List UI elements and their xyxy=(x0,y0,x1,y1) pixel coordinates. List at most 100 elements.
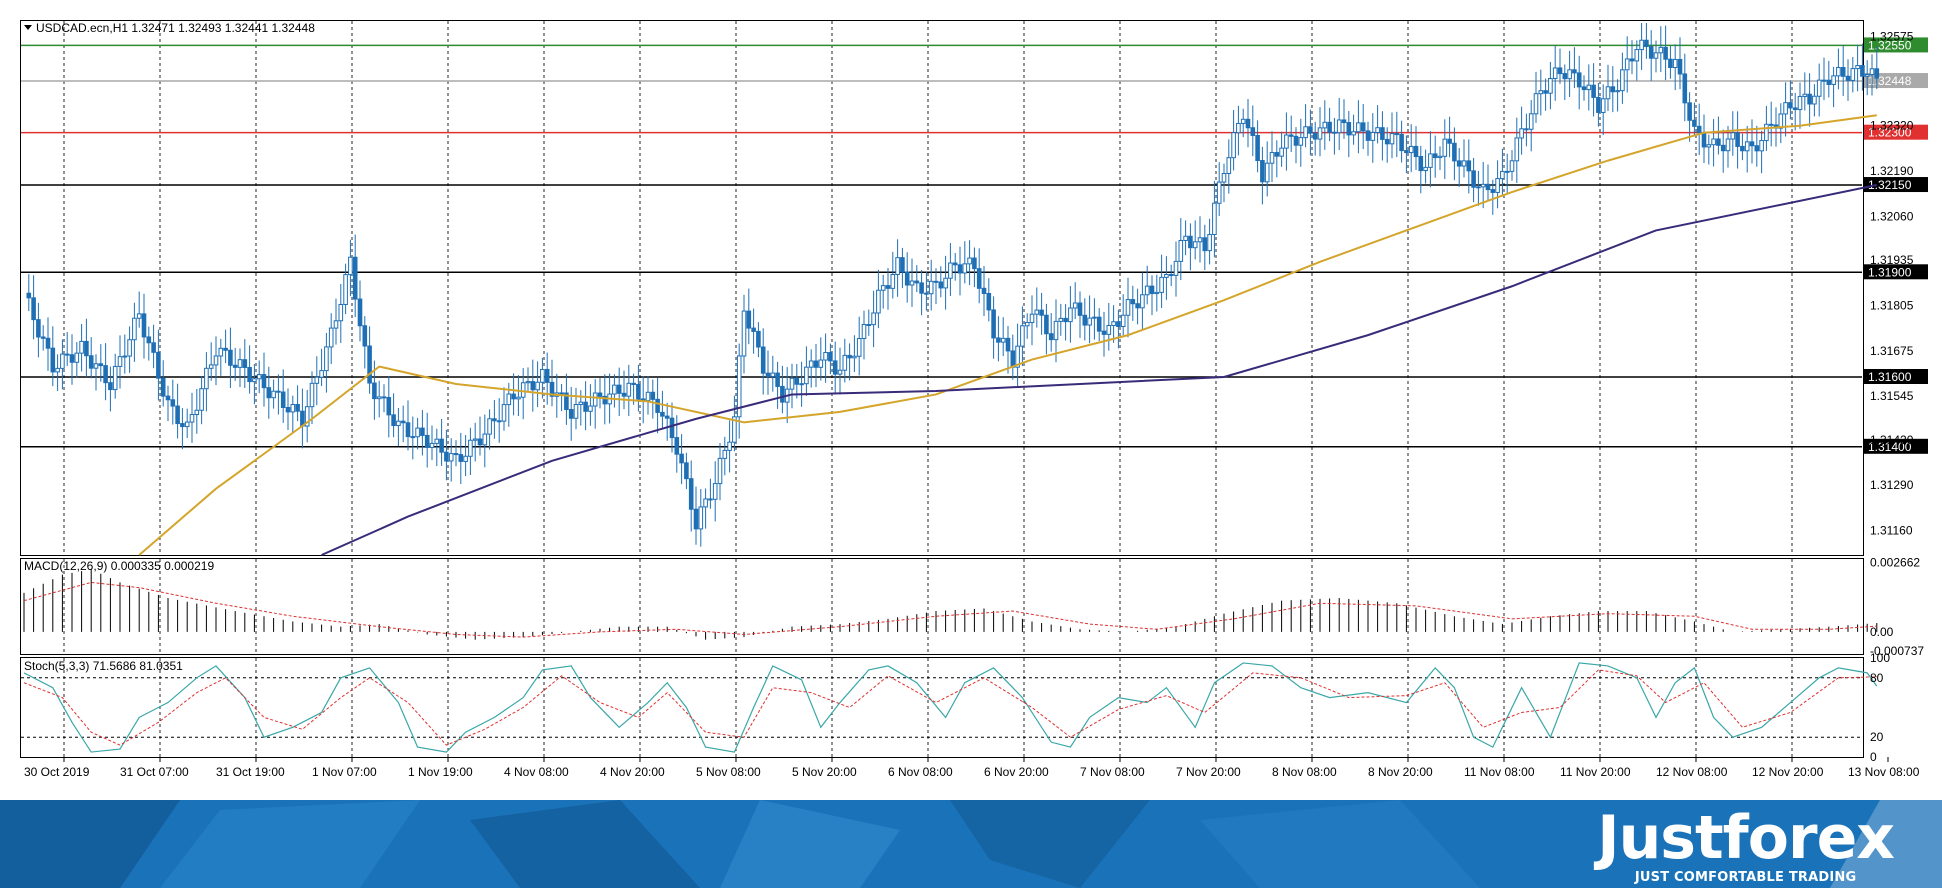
candle-body xyxy=(496,420,502,423)
ma-fast-line xyxy=(138,114,1877,556)
candle-body xyxy=(1639,39,1644,51)
candle-body xyxy=(1624,58,1630,71)
macd-tick-label: -0.000737 xyxy=(1870,644,1924,658)
candle-body xyxy=(1365,130,1371,141)
time-label: 8 Nov 08:00 xyxy=(1272,765,1337,779)
candle-body xyxy=(1500,170,1505,180)
candle-body xyxy=(1322,121,1328,129)
time-label: 5 Nov 20:00 xyxy=(792,765,857,779)
candle-body xyxy=(952,262,958,266)
candle-body xyxy=(189,414,195,423)
candle-body xyxy=(1072,302,1078,309)
candle-body xyxy=(1514,137,1520,162)
candle-body xyxy=(1653,52,1659,59)
candle-body xyxy=(439,438,444,453)
time-label: 6 Nov 08:00 xyxy=(888,765,953,779)
candle-body xyxy=(1000,337,1006,343)
candle-body xyxy=(794,377,800,385)
candle-body xyxy=(650,391,656,400)
time-label: 1 Nov 07:00 xyxy=(312,765,377,779)
candle-body xyxy=(429,442,435,448)
candle-body xyxy=(175,405,180,425)
time-label: 4 Nov 08:00 xyxy=(504,765,569,779)
price-level-tag xyxy=(1864,124,1928,140)
candle-body xyxy=(69,354,75,363)
candle-body xyxy=(602,395,608,405)
candle-body xyxy=(1284,134,1289,149)
candle-body xyxy=(578,401,584,406)
candle-body xyxy=(861,324,867,339)
candle-body xyxy=(1730,132,1736,140)
candle-body xyxy=(962,263,968,274)
candle-body xyxy=(405,422,411,438)
time-label: 11 Nov 08:00 xyxy=(1464,765,1535,779)
candle-body xyxy=(765,372,771,377)
candle-body xyxy=(741,310,747,357)
stoch-tick-label: 80 xyxy=(1870,671,1884,685)
candle-body xyxy=(1274,152,1280,157)
candle-body xyxy=(1831,75,1836,85)
time-label: 6 Nov 20:00 xyxy=(984,765,1049,779)
candle-body xyxy=(1341,119,1347,124)
candle-body xyxy=(1068,307,1073,323)
candle-body xyxy=(218,347,224,357)
candle-body xyxy=(1375,127,1380,133)
candle-body xyxy=(760,346,766,374)
candle-body xyxy=(482,433,488,446)
candle-body xyxy=(285,407,291,413)
candle-body xyxy=(1552,67,1558,79)
candle-body xyxy=(252,378,257,383)
candle-body xyxy=(1485,183,1491,191)
symbol-dropdown-icon[interactable] xyxy=(24,25,32,30)
candle-body xyxy=(319,370,324,378)
candle-body xyxy=(832,360,838,375)
candle-body xyxy=(621,392,627,397)
candle-body xyxy=(420,427,425,436)
candle-body xyxy=(1432,153,1438,159)
price-axis: 1.32575 1.32320 1.32190 1.32060 1.31935 1.318… xyxy=(1870,30,1924,764)
candle-body xyxy=(1116,321,1121,328)
candle-body xyxy=(679,453,684,464)
candle-body xyxy=(1850,68,1856,81)
candle-body xyxy=(266,387,272,399)
candle-body xyxy=(1461,160,1467,167)
candle-body xyxy=(837,369,843,375)
candle-body xyxy=(909,280,915,286)
stoch-tick-label: 0 xyxy=(1870,750,1877,764)
candle-body xyxy=(1562,73,1568,80)
candle-body xyxy=(1303,126,1308,139)
brand-tagline: JUST COMFORTABLE TRADING xyxy=(1634,870,1857,885)
candle-body xyxy=(1428,153,1433,168)
candle-body xyxy=(1264,162,1270,183)
candle-body xyxy=(1557,67,1563,75)
candle-body xyxy=(1216,181,1222,204)
candle-body xyxy=(1466,160,1472,172)
time-label: 13 Nov 08:00 xyxy=(1848,765,1920,779)
candle-body xyxy=(775,372,780,387)
candle-body xyxy=(1519,128,1524,139)
candle-body xyxy=(712,483,718,500)
candle-body xyxy=(1586,84,1592,91)
stoch-signal-line xyxy=(23,669,1877,746)
candle-body xyxy=(943,277,948,289)
candle-body xyxy=(1692,119,1697,127)
candle-body xyxy=(1596,96,1601,113)
candle-body xyxy=(1807,93,1812,105)
candle-body xyxy=(1600,98,1606,113)
candle-body xyxy=(727,441,732,451)
candle-body xyxy=(362,325,368,347)
candle-body xyxy=(26,292,32,299)
candle-body xyxy=(1792,107,1798,111)
candle-body xyxy=(693,508,699,530)
candle-body xyxy=(1298,137,1304,146)
candle-body xyxy=(223,347,228,351)
candle-body xyxy=(1476,186,1481,189)
candle-body xyxy=(367,345,372,384)
candle-body xyxy=(842,354,848,371)
candle-body xyxy=(1192,241,1198,249)
candle-body xyxy=(1029,313,1035,324)
candle-body xyxy=(1255,135,1260,162)
candle-body xyxy=(516,396,521,400)
candle-body xyxy=(655,398,660,413)
candle-body xyxy=(1231,132,1236,159)
